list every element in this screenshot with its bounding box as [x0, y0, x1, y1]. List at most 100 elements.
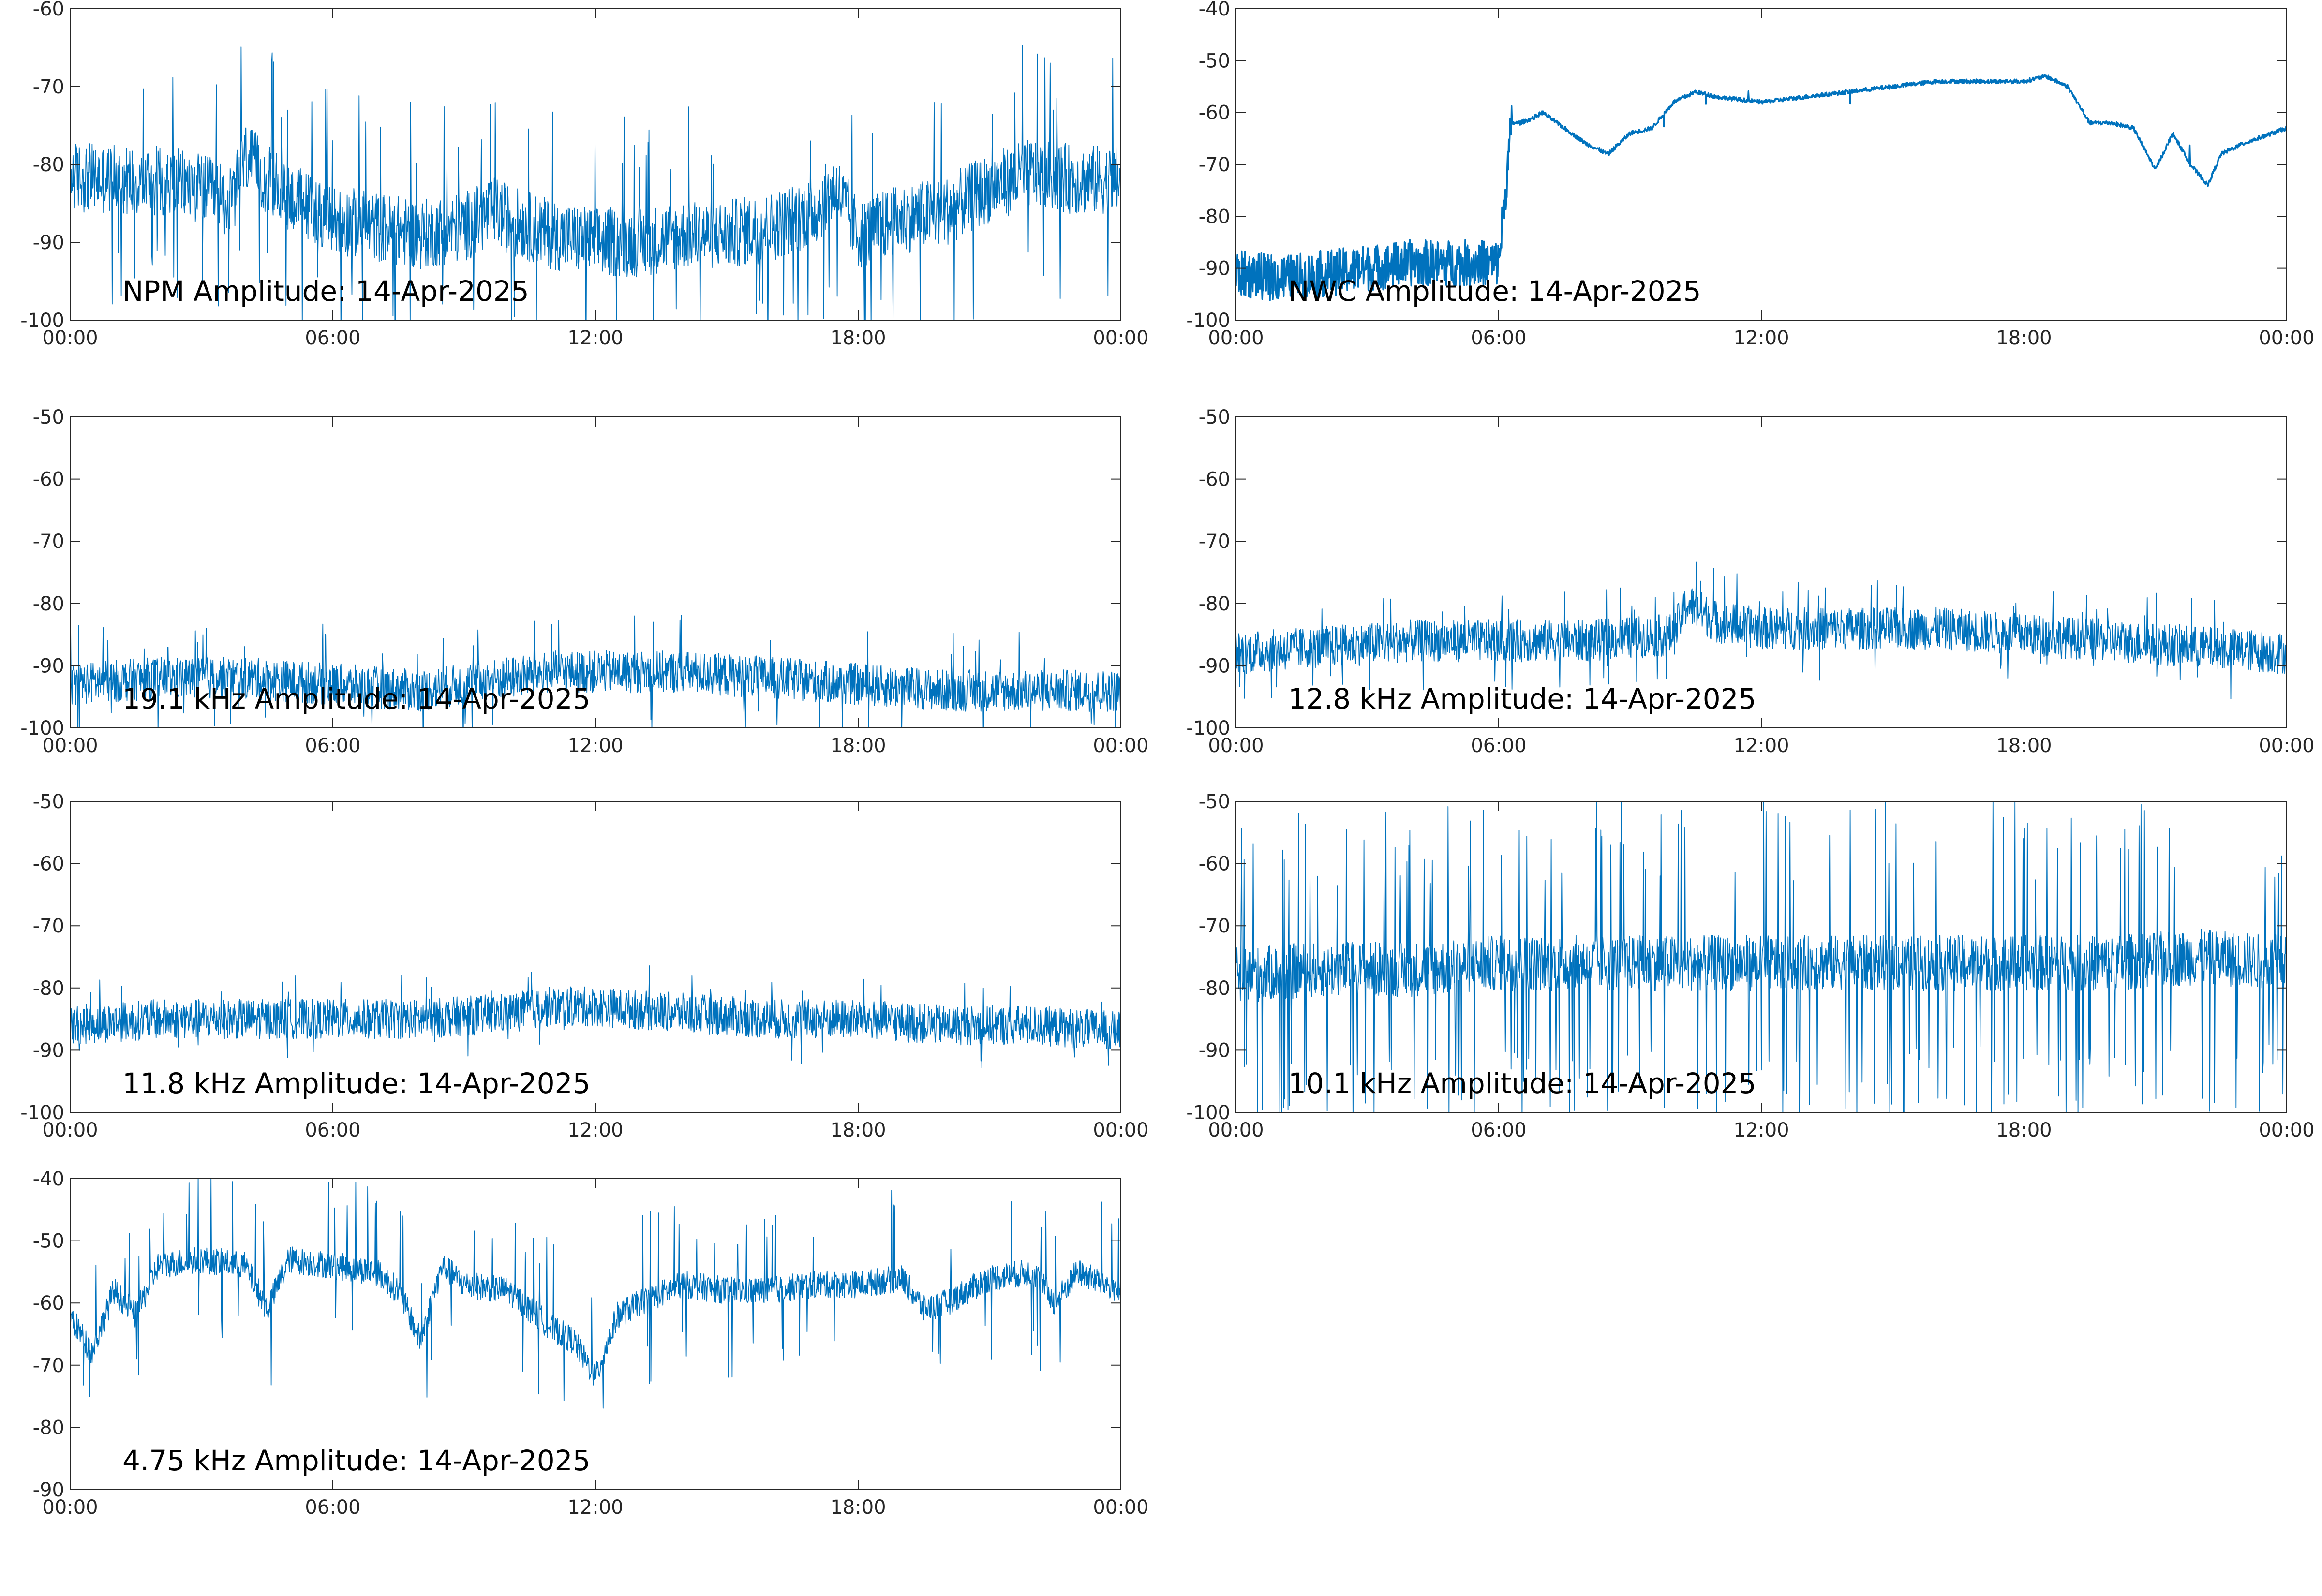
x-tick-label: 12:00	[567, 1496, 623, 1519]
chart-title: NWC Amplitude: 14-Apr-2025	[1288, 275, 1701, 308]
chart-panel-5: -100 -90 -80 -70 -60 -50 00:00 06:00 12:00 18:00 0…	[20, 791, 1148, 1141]
series-line-6-1	[1236, 801, 2287, 1112]
x-tick-label: 00:00	[1093, 327, 1148, 349]
chart-panel-6: -100 -90 -80 -70 -60 -50 00:00 06:00 12:00 18:00 0…	[1186, 791, 2314, 1141]
x-tick-label: 00:00	[2259, 1119, 2314, 1141]
y-tick-label: -90	[1199, 655, 1230, 677]
y-tick-label: -60	[1199, 102, 1230, 124]
y-tick-label: -70	[33, 915, 64, 937]
y-tick-label: -70	[1199, 154, 1230, 176]
y-tick-label: -80	[33, 1417, 64, 1439]
x-tick-label: 00:00	[42, 735, 98, 757]
y-tick-label: -70	[1199, 531, 1230, 553]
y-tick-label: -80	[1199, 977, 1230, 1000]
x-tick-label: 00:00	[1093, 735, 1148, 757]
x-tick-label: 06:00	[305, 1496, 360, 1519]
x-tick-label: 18:00	[1996, 1119, 2052, 1141]
x-tick-label: 18:00	[830, 735, 886, 757]
y-tick-label: -60	[1199, 469, 1230, 491]
chart-panel-1: -100 -90 -80 -70 -60 00:00 06:00 12:00 18:00 00:0…	[20, 0, 1148, 349]
chart-panel-7: -90 -80 -70 -60 -50 -40 00:00 06:00 12:00 18:00 00…	[33, 1168, 1149, 1519]
series-line-4-1	[1236, 561, 2287, 699]
y-tick-label: -100	[20, 1102, 64, 1124]
axes-box	[70, 1178, 1121, 1490]
y-tick-label: -70	[1199, 915, 1230, 937]
y-tick-label: -50	[1199, 791, 1230, 813]
chart-panel-4: -100 -90 -80 -70 -60 -50 00:00 06:00 12:00 18:00 0…	[1186, 406, 2314, 757]
chart-title: 4.75 kHz Amplitude: 14-Apr-2025	[122, 1444, 590, 1477]
y-tick-label: -60	[33, 1292, 64, 1315]
x-tick-label: 12:00	[567, 327, 623, 349]
y-tick-label: -50	[1199, 406, 1230, 429]
y-tick-label: -100	[1186, 717, 1230, 739]
x-tick-label: 00:00	[1208, 735, 1264, 757]
y-tick-label: -100	[20, 310, 64, 332]
x-tick-label: 18:00	[1996, 327, 2052, 349]
y-tick-label: -70	[33, 1355, 64, 1377]
x-tick-label: 00:00	[42, 1119, 98, 1141]
series-line-3-1	[70, 615, 1121, 728]
x-tick-label: 00:00	[2259, 735, 2314, 757]
y-tick-label: -80	[1199, 593, 1230, 615]
axes-box	[70, 801, 1121, 1113]
x-tick-label: 06:00	[305, 327, 360, 349]
y-tick-label: -50	[33, 791, 64, 813]
x-tick-label: 06:00	[1471, 327, 1526, 349]
x-tick-label: 00:00	[1093, 1119, 1148, 1141]
series-line-5-1	[70, 965, 1121, 1068]
y-tick-label: -60	[33, 853, 64, 875]
y-tick-label: -80	[33, 977, 64, 1000]
x-tick-label: 18:00	[830, 1119, 886, 1141]
y-tick-label: -50	[33, 406, 64, 429]
x-tick-label: 12:00	[1733, 1119, 1789, 1141]
x-tick-label: 00:00	[1208, 327, 1264, 349]
y-tick-label: -50	[1199, 50, 1230, 72]
x-tick-label: 12:00	[1733, 327, 1789, 349]
y-tick-label: -100	[20, 717, 64, 739]
x-tick-label: 12:00	[567, 1119, 623, 1141]
y-tick-label: -90	[33, 1039, 64, 1062]
y-tick-label: -90	[33, 1479, 64, 1501]
x-tick-label: 06:00	[1471, 1119, 1526, 1141]
chart-panel-2: -100 -90 -80 -70 -60 -50 -40 00:00 06:00 12:00 18:…	[1186, 0, 2314, 349]
chart-title: 11.8 kHz Amplitude: 14-Apr-2025	[122, 1067, 590, 1100]
x-tick-label: 18:00	[830, 327, 886, 349]
x-tick-label: 00:00	[2259, 327, 2314, 349]
x-tick-label: 18:00	[1996, 735, 2052, 757]
chart-title: NPM Amplitude: 14-Apr-2025	[122, 275, 529, 308]
y-tick-label: -80	[33, 593, 64, 615]
y-tick-label: -90	[33, 232, 64, 254]
y-tick-label: -80	[1199, 206, 1230, 228]
y-tick-label: -60	[33, 469, 64, 491]
chart-panel-3: -100 -90 -80 -70 -60 -50 00:00 06:00 12:00 18:00 0…	[20, 406, 1148, 757]
x-tick-label: 00:00	[42, 327, 98, 349]
chart-title: 12.8 kHz Amplitude: 14-Apr-2025	[1288, 682, 1756, 715]
y-tick-label: -100	[1186, 310, 1230, 332]
x-tick-label: 06:00	[305, 735, 360, 757]
chart-title: 10.1 kHz Amplitude: 14-Apr-2025	[1288, 1067, 1756, 1100]
x-tick-label: 12:00	[567, 735, 623, 757]
axes-box	[1235, 416, 2287, 728]
x-tick-label: 00:00	[42, 1496, 98, 1519]
y-tick-label: -50	[33, 1230, 64, 1253]
y-tick-label: -40	[1199, 0, 1230, 20]
series-line-1-1	[70, 45, 1121, 320]
y-tick-label: -90	[33, 655, 64, 677]
y-tick-label: -100	[1186, 1102, 1230, 1124]
y-tick-label: -80	[33, 154, 64, 176]
y-tick-label: -60	[1199, 853, 1230, 875]
x-tick-label: 00:00	[1093, 1496, 1148, 1519]
series-line-2-1	[1236, 74, 2287, 301]
y-tick-label: -70	[33, 76, 64, 98]
y-tick-label: -90	[1199, 1039, 1230, 1062]
y-tick-label: -60	[33, 0, 64, 20]
y-tick-label: -90	[1199, 258, 1230, 280]
y-tick-label: -40	[33, 1168, 64, 1190]
series-line-7-1	[70, 1179, 1121, 1409]
x-tick-label: 06:00	[1471, 735, 1526, 757]
x-tick-label: 12:00	[1733, 735, 1789, 757]
x-tick-label: 18:00	[830, 1496, 886, 1519]
y-tick-label: -70	[33, 531, 64, 553]
x-tick-label: 00:00	[1208, 1119, 1264, 1141]
